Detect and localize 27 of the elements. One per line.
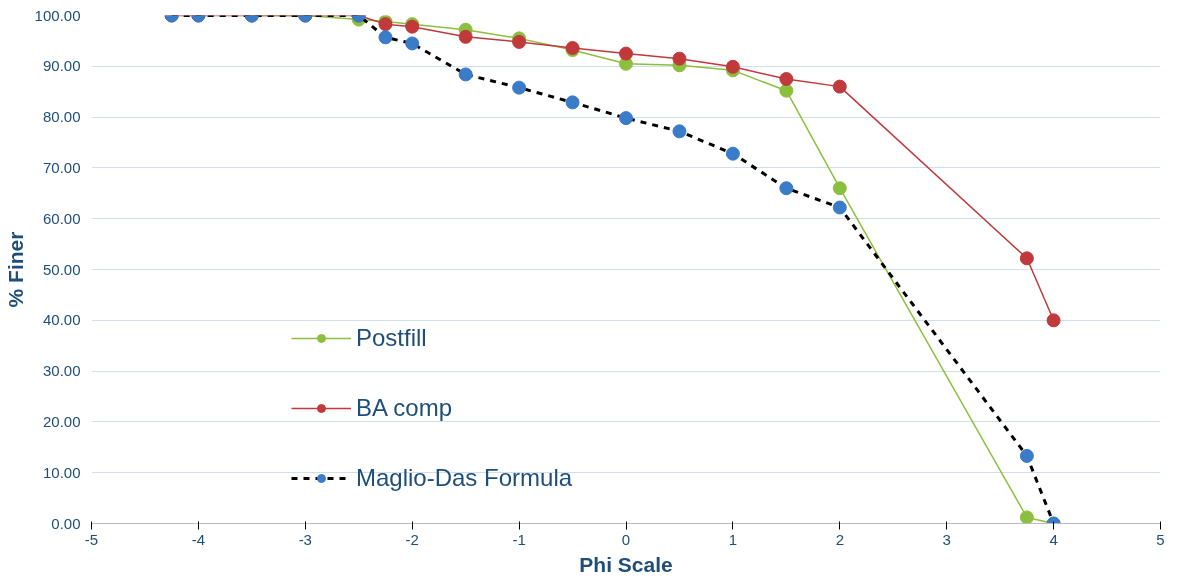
x-tick-label: 0: [621, 530, 631, 548]
y-tick-label: 50.00: [42, 260, 81, 278]
y-tick-label: 60.00: [42, 209, 81, 227]
x-tick-label: 2: [835, 530, 844, 548]
x-tick-label: -5: [84, 530, 99, 548]
y-tick-label: 20.00: [42, 412, 81, 430]
y-tick-label: 100.00: [34, 6, 81, 24]
y-tick-label: 70.00: [42, 158, 81, 176]
x-tick-label: 5: [1156, 530, 1165, 548]
y-tick-label: 30.00: [42, 362, 81, 380]
y-axis-title: % Finer: [3, 231, 27, 308]
legend-label: Maglio-Das Formula: [356, 463, 573, 493]
y-tick-label: 10.00: [42, 463, 81, 481]
x-tick-label: 3: [942, 530, 951, 548]
x-axis-title: Phi Scale: [579, 552, 673, 576]
y-tick-label: 90.00: [42, 57, 81, 75]
x-tick-label: -1: [512, 530, 526, 548]
y-tick-label: 0.00: [51, 514, 81, 532]
y-tick-label: 40.00: [42, 311, 81, 329]
x-tick-label: -4: [191, 530, 206, 548]
x-tick-label: -3: [298, 530, 312, 548]
x-tick-label: 4: [1049, 530, 1058, 548]
x-tick-label: 1: [728, 530, 738, 548]
legend-label: BA comp: [356, 393, 453, 423]
x-tick-label: -2: [405, 530, 419, 548]
legend-label: Postfill: [356, 323, 427, 353]
y-tick-label: 80.00: [42, 108, 81, 126]
